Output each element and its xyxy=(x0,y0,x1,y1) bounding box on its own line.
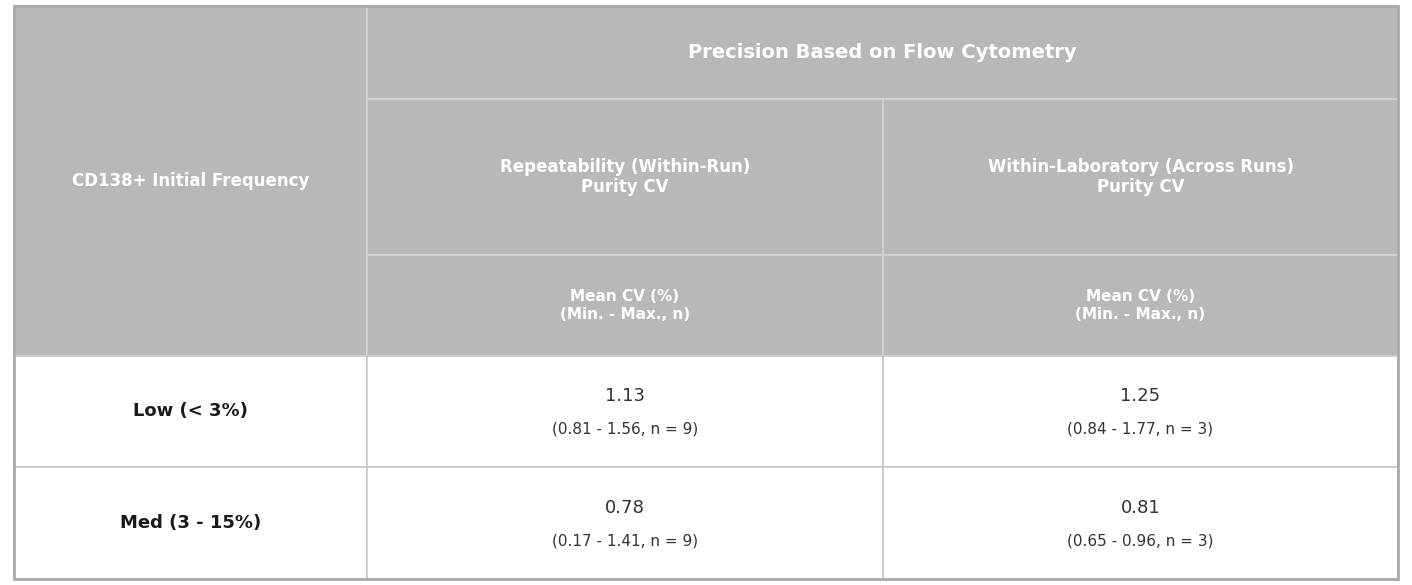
FancyBboxPatch shape xyxy=(882,467,1398,579)
Text: 1.13: 1.13 xyxy=(606,387,645,405)
Text: Low (< 3%): Low (< 3%) xyxy=(133,402,249,421)
FancyBboxPatch shape xyxy=(14,356,367,467)
FancyBboxPatch shape xyxy=(367,99,882,255)
FancyBboxPatch shape xyxy=(367,467,882,579)
FancyBboxPatch shape xyxy=(882,99,1398,255)
FancyBboxPatch shape xyxy=(367,356,882,467)
Text: Precision Based on Flow Cytometry: Precision Based on Flow Cytometry xyxy=(688,43,1077,62)
FancyBboxPatch shape xyxy=(882,356,1398,467)
FancyBboxPatch shape xyxy=(882,255,1398,356)
Text: 0.81: 0.81 xyxy=(1121,498,1161,517)
Text: Within-Laboratory (Across Runs)
Purity CV: Within-Laboratory (Across Runs) Purity C… xyxy=(987,157,1293,197)
Text: (0.65 - 0.96, n = 3): (0.65 - 0.96, n = 3) xyxy=(1067,534,1214,549)
Text: (0.17 - 1.41, n = 9): (0.17 - 1.41, n = 9) xyxy=(552,534,698,549)
Text: Mean CV (%)
(Min. - Max., n): Mean CV (%) (Min. - Max., n) xyxy=(1076,289,1206,322)
FancyBboxPatch shape xyxy=(367,6,1398,99)
FancyBboxPatch shape xyxy=(14,467,367,579)
Text: Mean CV (%)
(Min. - Max., n): Mean CV (%) (Min. - Max., n) xyxy=(561,289,690,322)
Text: (0.81 - 1.56, n = 9): (0.81 - 1.56, n = 9) xyxy=(552,422,698,437)
FancyBboxPatch shape xyxy=(14,6,367,99)
Text: Med (3 - 15%): Med (3 - 15%) xyxy=(120,514,261,532)
FancyBboxPatch shape xyxy=(14,6,367,356)
Text: 1.25: 1.25 xyxy=(1121,387,1161,405)
Text: Repeatability (Within-Run)
Purity CV: Repeatability (Within-Run) Purity CV xyxy=(500,157,750,197)
Text: (0.84 - 1.77, n = 3): (0.84 - 1.77, n = 3) xyxy=(1067,422,1213,437)
FancyBboxPatch shape xyxy=(367,255,882,356)
Text: CD138+ Initial Frequency: CD138+ Initial Frequency xyxy=(72,172,309,190)
Text: 0.78: 0.78 xyxy=(606,498,645,517)
